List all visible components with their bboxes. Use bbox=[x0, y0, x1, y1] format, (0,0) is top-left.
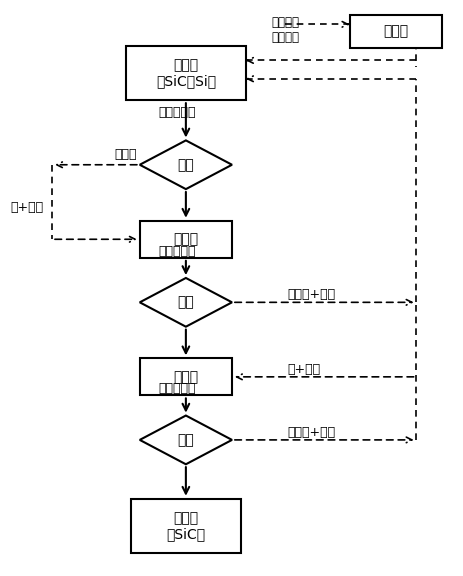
Text: 分离: 分离 bbox=[177, 158, 194, 172]
Bar bbox=[139, 221, 232, 258]
Polygon shape bbox=[139, 141, 232, 189]
Text: 固　体: 固 体 bbox=[173, 232, 198, 247]
Text: 分离: 分离 bbox=[177, 295, 194, 309]
Text: 硅溶胶: 硅溶胶 bbox=[382, 24, 407, 38]
Text: 液　体: 液 体 bbox=[114, 148, 137, 161]
Text: 固　体
（SiC）: 固 体 （SiC） bbox=[166, 511, 205, 541]
Text: （+水）: （+水） bbox=[287, 363, 320, 376]
Text: 固　体: 固 体 bbox=[173, 370, 198, 384]
Polygon shape bbox=[139, 278, 232, 327]
Text: 液体（+碱）: 液体（+碱） bbox=[287, 289, 335, 301]
Text: （+碱）: （+碱） bbox=[10, 201, 43, 214]
Text: 液体（+碱）: 液体（+碱） bbox=[287, 426, 335, 439]
Text: 硅浓度达
到一定值: 硅浓度达 到一定值 bbox=[270, 16, 298, 44]
Bar bbox=[349, 14, 441, 48]
Bar bbox=[139, 358, 232, 396]
Text: 分离: 分离 bbox=[177, 433, 194, 447]
Text: 第三次清洗: 第三次清洗 bbox=[157, 382, 195, 395]
Text: 第一次清洗: 第一次清洗 bbox=[157, 106, 195, 119]
Text: 第二次清洗: 第二次清洗 bbox=[157, 245, 195, 258]
Bar bbox=[125, 46, 245, 100]
Polygon shape bbox=[139, 415, 232, 464]
Bar bbox=[130, 499, 241, 553]
Text: 废油砂
（SiC＋Si）: 废油砂 （SiC＋Si） bbox=[156, 58, 215, 88]
